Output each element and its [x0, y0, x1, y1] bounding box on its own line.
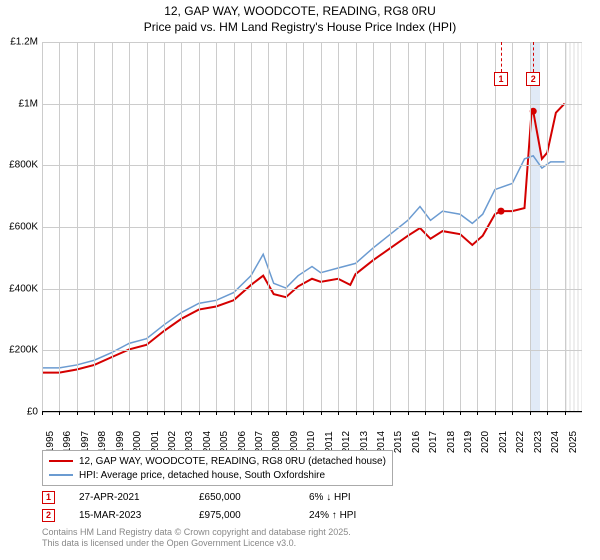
x-tick-label: 2024 — [550, 431, 561, 453]
gridline-v — [425, 42, 426, 411]
gridline-v — [286, 42, 287, 411]
title-block: 12, GAP WAY, WOODCOTE, READING, RG8 0RU … — [0, 0, 600, 35]
chart-container: 12, GAP WAY, WOODCOTE, READING, RG8 0RU … — [0, 0, 600, 560]
gridline-h — [42, 165, 582, 166]
legend-swatch — [49, 460, 73, 462]
footer-line-2: This data is licensed under the Open Gov… — [42, 538, 351, 549]
x-tick-label: 2022 — [515, 431, 526, 453]
gridline-h — [42, 289, 582, 290]
x-tick-label: 2016 — [411, 431, 422, 453]
footer-line-1: Contains HM Land Registry data © Crown c… — [42, 527, 351, 538]
gridline-v — [373, 42, 374, 411]
x-tick-label: 2021 — [498, 431, 509, 453]
series-property-dot — [530, 108, 537, 115]
gridline-v — [94, 42, 95, 411]
gridline-v — [234, 42, 235, 411]
x-tick-label: 2015 — [393, 431, 404, 453]
gridline-v — [443, 42, 444, 411]
plot-area: 12 — [42, 42, 582, 412]
chart-marker-1: 1 — [494, 72, 508, 86]
gridline-v — [512, 42, 513, 411]
gridline-v — [530, 42, 531, 411]
gridline-h — [42, 350, 582, 351]
gridline-v — [181, 42, 182, 411]
gridline-v — [565, 42, 566, 411]
gridline-v — [321, 42, 322, 411]
x-tick-label: 2025 — [568, 431, 579, 453]
y-axis: £0£200K£400K£600K£800K£1M£1.2M — [0, 42, 40, 412]
gridline-v — [42, 42, 43, 411]
transaction-date: 27-APR-2021 — [79, 492, 199, 503]
gridline-v — [477, 42, 478, 411]
transaction-row: 1 27-APR-2021£650,0006% ↓ HPI — [42, 488, 399, 506]
transaction-row: 2 15-MAR-2023£975,00024% ↑ HPI — [42, 506, 399, 524]
legend: 12, GAP WAY, WOODCOTE, READING, RG8 0RU … — [42, 450, 393, 486]
transaction-price: £650,000 — [199, 492, 309, 503]
gridline-v — [199, 42, 200, 411]
gridline-v — [303, 42, 304, 411]
x-tick-label: 2017 — [428, 431, 439, 453]
gridline-v — [547, 42, 548, 411]
gridline-v — [495, 42, 496, 411]
transaction-date: 15-MAR-2023 — [79, 510, 199, 521]
x-tick-label: 2019 — [463, 431, 474, 453]
series-property-dot — [498, 208, 505, 215]
gridline-v — [460, 42, 461, 411]
gridline-v — [77, 42, 78, 411]
y-tick-label: £600K — [9, 222, 38, 233]
gridline-v — [112, 42, 113, 411]
gridline-h — [42, 412, 582, 413]
y-tick-label: £200K — [9, 345, 38, 356]
transaction-pct: 24% ↑ HPI — [309, 510, 399, 521]
gridline-v — [390, 42, 391, 411]
x-tick-label: 2018 — [446, 431, 457, 453]
title-line-1: 12, GAP WAY, WOODCOTE, READING, RG8 0RU — [0, 4, 600, 20]
legend-row: HPI: Average price, detached house, Sout… — [49, 468, 386, 482]
gridline-v — [408, 42, 409, 411]
transaction-pct: 6% ↓ HPI — [309, 492, 399, 503]
marker-dashed-line — [533, 42, 534, 72]
y-tick-label: £800K — [9, 160, 38, 171]
y-tick-label: £1.2M — [10, 37, 38, 48]
legend-swatch — [49, 474, 73, 476]
x-axis: 1995199619971998199920002001200220032004… — [42, 414, 582, 444]
chart-marker-2: 2 — [526, 72, 540, 86]
gridline-h — [42, 227, 582, 228]
transaction-rows: 1 27-APR-2021£650,0006% ↓ HPI 2 15-MAR-2023… — [42, 488, 399, 524]
gridline-v — [251, 42, 252, 411]
gridline-v — [356, 42, 357, 411]
y-tick-label: £400K — [9, 283, 38, 294]
marker-dashed-line — [501, 42, 502, 72]
transaction-price: £975,000 — [199, 510, 309, 521]
gridline-v — [59, 42, 60, 411]
y-tick-label: £1M — [19, 98, 38, 109]
legend-label: 12, GAP WAY, WOODCOTE, READING, RG8 0RU … — [79, 456, 386, 467]
x-tick-label: 2020 — [480, 431, 491, 453]
gridline-v — [147, 42, 148, 411]
footer: Contains HM Land Registry data © Crown c… — [42, 527, 351, 550]
x-tick-label: 2023 — [533, 431, 544, 453]
title-line-2: Price paid vs. HM Land Registry's House … — [0, 20, 600, 36]
transaction-marker: 1 — [42, 491, 55, 504]
gridline-v — [338, 42, 339, 411]
gridline-v — [268, 42, 269, 411]
legend-label: HPI: Average price, detached house, Sout… — [79, 470, 325, 481]
gridline-h — [42, 104, 582, 105]
gridline-v — [164, 42, 165, 411]
gridline-v — [129, 42, 130, 411]
transaction-marker: 2 — [42, 509, 55, 522]
gridline-v — [216, 42, 217, 411]
y-tick-label: £0 — [27, 407, 38, 418]
legend-row: 12, GAP WAY, WOODCOTE, READING, RG8 0RU … — [49, 454, 386, 468]
